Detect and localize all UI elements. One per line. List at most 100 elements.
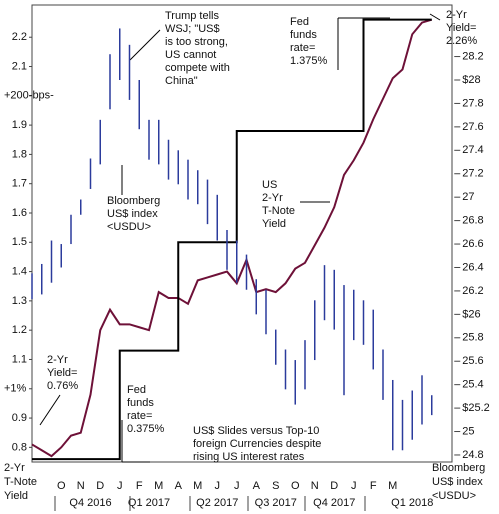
y2-tick-label: 24.8 (462, 449, 483, 461)
annotation-line: Fed (127, 384, 146, 396)
annotation-line: Yield= (47, 367, 77, 379)
y-tick-label: +200-bps- (4, 90, 54, 102)
annotation-line: 2-Yr (446, 9, 467, 21)
x-tick-label: O (57, 480, 66, 492)
y2-tick-label: 26.4 (462, 261, 483, 273)
y2-tick-label: 27.2 (462, 168, 483, 180)
y2-tick-label: $26 (462, 308, 480, 320)
annotation-line: US cannot (165, 49, 216, 61)
y2-tick-label: 27.6 (462, 121, 483, 133)
annotation-line: China" (165, 75, 198, 87)
y-tick-label: 1.2 (12, 324, 27, 336)
annotation-line: 2-Yr (262, 192, 283, 204)
y-tick-label: 1.3 (12, 295, 27, 307)
annotation-line: 0.76% (47, 380, 78, 392)
quarter-label: Q1 2018 (391, 497, 433, 509)
y-tick-label: 0.8 (12, 441, 27, 453)
annotation-line: funds (127, 397, 154, 409)
x-tick-label: M (388, 480, 397, 492)
quarter-label: Q1 2017 (128, 497, 170, 509)
y2-tick-label: $28 (462, 74, 480, 86)
annotation-line: rate= (127, 410, 152, 422)
y2-axis-title-line: US$ index (432, 476, 483, 488)
leader-lines (39, 13, 441, 463)
x-tick-label: F (136, 480, 143, 492)
x-tick-label: D (330, 480, 338, 492)
y-tick-label: +1% (4, 383, 27, 395)
y-tick-label: 1.9 (12, 119, 27, 131)
y2-tick-label: 26.6 (462, 238, 483, 250)
y-tick-label: 2.1 (12, 60, 27, 72)
y-tick-label: 0.9 (12, 412, 27, 424)
annotation-line: foreign Currencies despite (193, 438, 321, 450)
x-tick-label: F (370, 480, 377, 492)
annotation-line: is too strong, (165, 36, 228, 48)
yield-line (31, 18, 433, 458)
plot-frame (31, 4, 453, 463)
annotation-line: Yield= (446, 22, 476, 34)
annotation-line: 0.375% (127, 423, 165, 435)
y2-axis-title-line: Bloomberg (432, 462, 485, 474)
y-axis-title-line: 2-Yr (4, 462, 25, 474)
quarter-label: Q4 2017 (313, 497, 355, 509)
x-tick-label: S (272, 480, 279, 492)
y2-tick-label: 28.2 (462, 50, 483, 62)
y-axis-title-line: T-Note (4, 476, 37, 488)
annotation-line: Fed (290, 16, 309, 28)
quarter-label: Q3 2017 (255, 497, 297, 509)
quarter-label: Q2 2017 (196, 497, 238, 509)
y-axis-title-line: Yield (4, 490, 28, 502)
annotation-line: rising US interest rates (193, 451, 305, 463)
x-tick-label: J (234, 480, 240, 492)
y2-tick-label: 25.4 (462, 379, 483, 391)
quarter-label: Q4 2016 (69, 497, 111, 509)
y2-tick-label: 25 (462, 425, 474, 437)
annotation-line: <USDU> (107, 221, 151, 233)
fed-funds-line (32, 18, 432, 461)
x-tick-label: A (175, 480, 183, 492)
y-tick-label: 1.1 (12, 353, 27, 365)
y2-tick-label: 25.6 (462, 355, 483, 367)
y2-axis-title-line: <USDU> (432, 490, 476, 502)
y-tick-label: 1.5 (12, 236, 27, 248)
x-tick-label: D (96, 480, 104, 492)
annotation-line: 2-Yr (47, 354, 68, 366)
x-tick-label: J (117, 480, 123, 492)
x-tick-label: N (311, 480, 319, 492)
annotation-line: US$ index (107, 208, 158, 220)
y2-tick-label: 27.4 (462, 144, 483, 156)
x-tick-label: N (77, 480, 85, 492)
annotation-line: US (262, 179, 277, 191)
annotation-line: compete with (165, 62, 230, 74)
x-tick-label: M (154, 480, 163, 492)
x-tick-label: O (291, 480, 300, 492)
y2-tick-label: 27.8 (462, 97, 483, 109)
x-tick-label: J (215, 480, 221, 492)
x-tick-label: J (351, 480, 357, 492)
annotation-line: 2.26% (446, 35, 477, 47)
annotation-line: rate= (290, 42, 315, 54)
y-tick-label: 1.6 (12, 207, 27, 219)
annotation-line: funds (290, 29, 317, 41)
y2-tick-label: 26.8 (462, 215, 483, 227)
annotation-line: US$ Slides versus Top-10 (193, 425, 319, 437)
y2-axis-title: Bloomberg US$ index <USDU> (432, 462, 485, 502)
y-tick-label: 1.8 (12, 148, 27, 160)
annotation-line: T-Note (262, 205, 295, 217)
y-tick-label: 2.2 (12, 31, 27, 43)
y2-tick-label: $25.2 (462, 402, 490, 414)
y2-tick-label: 26.2 (462, 285, 483, 297)
y2-tick-label: 25.8 (462, 332, 483, 344)
annotation-line: 1.375% (290, 55, 328, 67)
x-tick-label: M (193, 480, 202, 492)
x-tick-label: A (253, 480, 261, 492)
annotation-line: Yield (262, 218, 286, 230)
